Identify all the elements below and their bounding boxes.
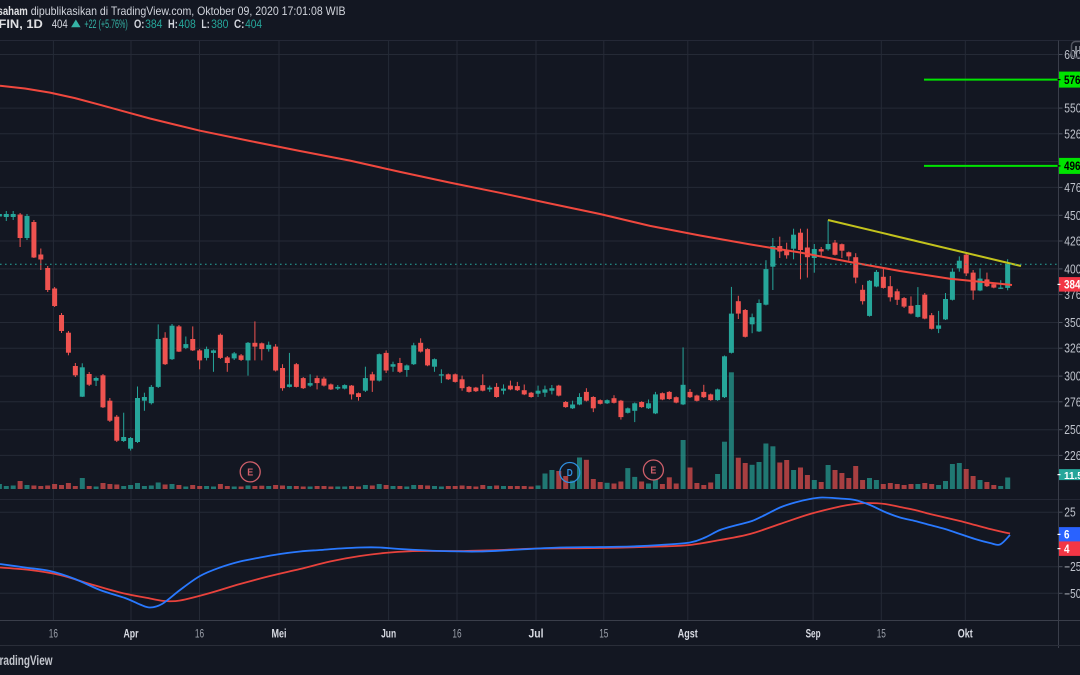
svg-text:15: 15 [599,629,608,641]
svg-text:15: 15 [877,629,886,641]
svg-text:426: 426 [1064,235,1080,249]
svg-text:FIN, 1D: FIN, 1D [0,17,43,31]
svg-text:Sep: Sep [806,629,821,641]
svg-text:408: 408 [179,17,196,31]
svg-text:+22 (+5.76%): +22 (+5.76%) [84,17,127,31]
svg-text:Apr: Apr [124,629,139,641]
svg-text:496: 496 [1064,159,1080,173]
svg-text:TradingView: TradingView [0,652,53,668]
svg-text:226: 226 [1064,449,1080,463]
svg-text:Mei: Mei [272,629,287,641]
svg-text:11.5: 11.5 [1064,471,1080,482]
svg-text:16: 16 [195,629,204,641]
svg-text:Jul: Jul [529,629,544,641]
svg-text:D: D [567,467,573,479]
svg-text:−50: −50 [1064,587,1080,601]
svg-text:E: E [650,465,656,477]
svg-text:Okt: Okt [958,629,973,641]
svg-text:E: E [247,467,253,479]
svg-text:16: 16 [452,629,461,641]
svg-text:476: 476 [1064,181,1080,195]
svg-text:350: 350 [1064,316,1080,330]
svg-text:404: 404 [52,17,68,31]
svg-text:380: 380 [211,17,229,31]
svg-text:384: 384 [1064,278,1080,292]
svg-text:saham: saham [0,4,28,18]
svg-text:250: 250 [1064,423,1080,437]
svg-text:6: 6 [1064,528,1070,542]
svg-text:dipublikasikan di TradingView.: dipublikasikan di TradingView.com, Oktob… [31,4,346,18]
svg-text:450: 450 [1064,209,1080,223]
svg-text:Agst: Agst [678,629,698,641]
svg-text:C:: C: [234,17,244,31]
svg-text:300: 300 [1064,370,1080,384]
svg-text:Jun: Jun [381,629,396,641]
svg-text:O:: O: [134,17,144,31]
svg-text:L:: L: [201,17,209,31]
svg-text:526: 526 [1064,127,1080,141]
svg-text:−25: −25 [1064,560,1080,574]
svg-text:H:: H: [168,17,178,31]
svg-text:326: 326 [1064,342,1080,356]
svg-text:16: 16 [49,629,58,641]
svg-text:400: 400 [1064,262,1080,276]
svg-text:4: 4 [1064,542,1070,556]
svg-text:550: 550 [1064,102,1080,116]
svg-text:576: 576 [1064,73,1080,87]
svg-text:25: 25 [1064,506,1075,520]
svg-text:276: 276 [1064,395,1080,409]
svg-text:404: 404 [245,17,262,31]
svg-text:384: 384 [145,17,163,31]
